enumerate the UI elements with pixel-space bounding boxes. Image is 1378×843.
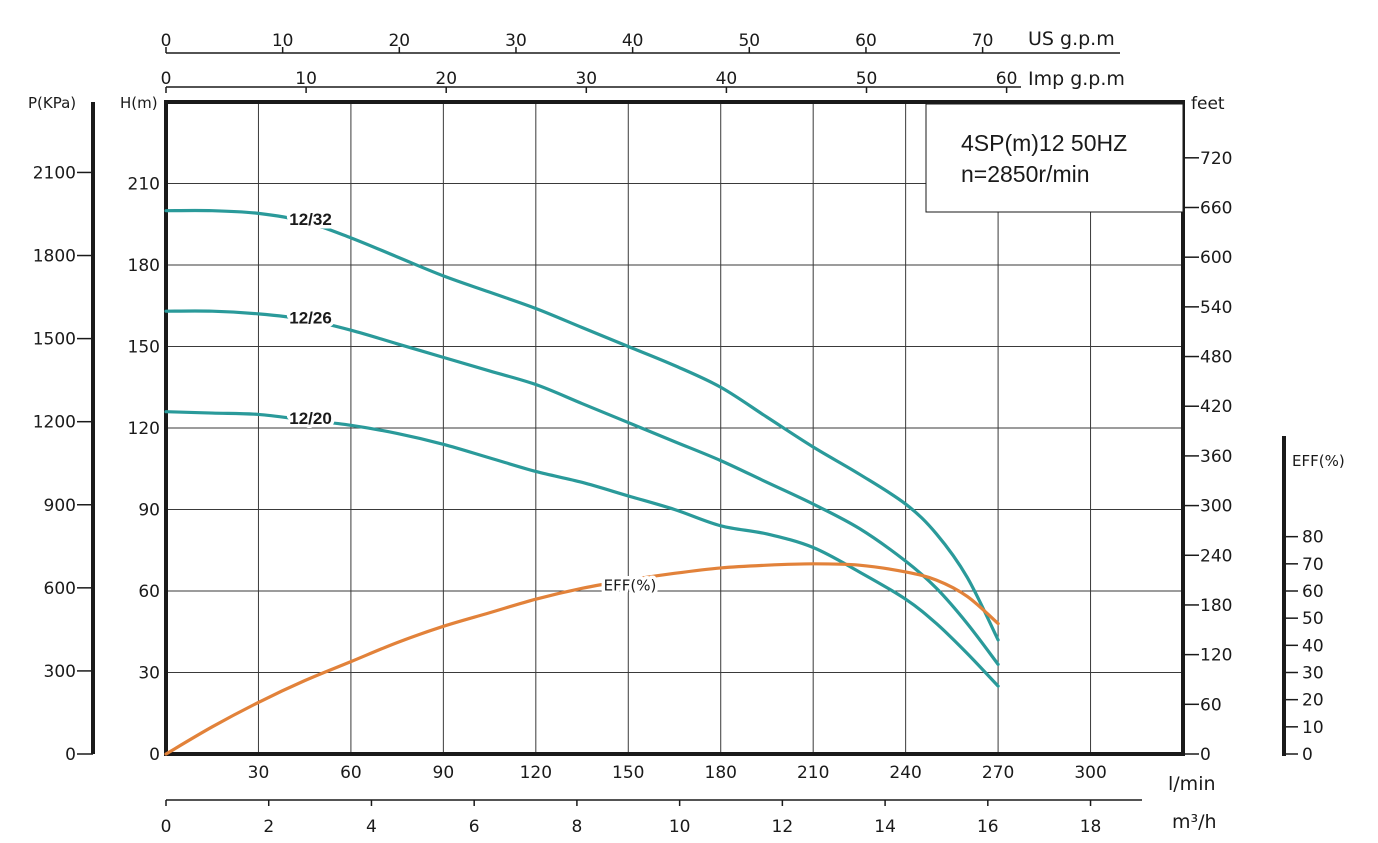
tick-label-eff: 0 <box>1302 745 1313 765</box>
tick-label-head-m: 210 <box>128 175 160 195</box>
tick-label-imp-gpm: 0 <box>161 69 172 89</box>
series-label: 12/26 <box>289 309 332 328</box>
tick-label-lmin: 210 <box>797 763 829 783</box>
tick-label-feet: 180 <box>1200 596 1232 616</box>
tick-label-pressure: 2100 <box>33 163 76 183</box>
tick-label-feet: 240 <box>1200 546 1232 566</box>
label-eff: EFF(%) <box>1292 452 1345 470</box>
tick-label-lmin: 240 <box>889 763 921 783</box>
tick-label-imp-gpm: 40 <box>716 69 738 89</box>
tick-label-feet: 360 <box>1200 447 1232 467</box>
tick-label-pressure: 1500 <box>33 330 76 350</box>
tick-label-eff: 10 <box>1302 718 1324 738</box>
tick-label-head-m: 90 <box>138 501 160 521</box>
tick-label-feet: 120 <box>1200 646 1232 666</box>
tick-label-feet: 660 <box>1200 198 1232 218</box>
tick-label-eff: 20 <box>1302 691 1324 711</box>
tick-label-us-gpm: 10 <box>272 31 294 51</box>
tick-label-feet: 540 <box>1200 298 1232 318</box>
tick-label-feet: 720 <box>1200 149 1232 169</box>
curve-1220 <box>164 410 1000 688</box>
tick-label-imp-gpm: 10 <box>295 69 317 89</box>
tick-label-m3h: 10 <box>669 817 691 837</box>
tick-label-eff: 50 <box>1302 609 1324 629</box>
tick-label-m3h: 16 <box>977 817 999 837</box>
tick-label-feet: 0 <box>1200 745 1211 765</box>
tick-label-us-gpm: 60 <box>855 31 877 51</box>
curve-1232 <box>164 208 1000 642</box>
label-imp-gpm: Imp g.p.m <box>1028 68 1125 90</box>
label-flow-lmin: l/min <box>1168 773 1216 795</box>
chart-title: 4SP(m)12 50HZ <box>961 130 1127 156</box>
tick-label-us-gpm: 20 <box>388 31 410 51</box>
tick-label-lmin: 300 <box>1074 763 1106 783</box>
tick-label-head-m: 180 <box>128 256 160 276</box>
chart-subtitle: n=2850r/min <box>961 161 1090 187</box>
tick-label-eff: 40 <box>1302 636 1324 656</box>
tick-label-imp-gpm: 20 <box>435 69 457 89</box>
series-label: EFF(%) <box>604 576 657 594</box>
tick-label-lmin: 90 <box>433 763 455 783</box>
label-us-gpm: US g.p.m <box>1028 28 1115 50</box>
tick-label-head-m: 0 <box>149 745 160 765</box>
tick-label-lmin: 270 <box>982 763 1014 783</box>
label-pressure-kpa: P(KPa) <box>28 94 76 112</box>
tick-label-pressure: 0 <box>65 745 76 765</box>
tick-label-eff: 60 <box>1302 582 1324 602</box>
tick-label-lmin: 120 <box>520 763 552 783</box>
tick-label-us-gpm: 0 <box>161 31 172 51</box>
tick-label-us-gpm: 30 <box>505 31 527 51</box>
tick-label-pressure: 1800 <box>33 247 76 267</box>
tick-label-feet: 480 <box>1200 348 1232 368</box>
plot-frame <box>164 100 1185 756</box>
tick-label-head-m: 30 <box>138 664 160 684</box>
tick-label-feet: 600 <box>1200 248 1232 268</box>
series-label: 12/20 <box>289 409 332 428</box>
tick-label-eff: 70 <box>1302 555 1324 575</box>
tick-label-head-m: 150 <box>128 338 160 358</box>
tick-label-imp-gpm: 60 <box>996 69 1018 89</box>
tick-label-us-gpm: 70 <box>972 31 994 51</box>
tick-label-lmin: 180 <box>705 763 737 783</box>
tick-label-us-gpm: 50 <box>738 31 760 51</box>
series-label: 12/32 <box>289 210 332 229</box>
tick-label-feet: 420 <box>1200 397 1232 417</box>
tick-label-m3h: 6 <box>469 817 480 837</box>
tick-label-lmin: 30 <box>248 763 270 783</box>
tick-label-lmin: 150 <box>612 763 644 783</box>
tick-label-pressure: 600 <box>44 579 76 599</box>
tick-label-m3h: 14 <box>874 817 896 837</box>
tick-label-head-m: 120 <box>128 419 160 439</box>
curves: 12/32 12/26 12/20 EFF(%) <box>164 206 1000 756</box>
tick-label-m3h: 0 <box>161 817 172 837</box>
label-flow-m3h: m³/h <box>1172 811 1217 833</box>
tick-label-m3h: 18 <box>1080 817 1102 837</box>
tick-label-feet: 300 <box>1200 497 1232 517</box>
tick-label-m3h: 8 <box>571 817 582 837</box>
label-head-m: H(m) <box>120 94 158 112</box>
label-head-feet: feet <box>1191 94 1225 114</box>
tick-label-pressure: 300 <box>44 662 76 682</box>
tick-label-pressure: 1200 <box>33 413 76 433</box>
curve-1226 <box>164 309 1000 666</box>
tick-label-feet: 60 <box>1200 695 1222 715</box>
tick-label-lmin: 60 <box>340 763 362 783</box>
info-box <box>925 103 1184 213</box>
curve-eff <box>164 562 1000 756</box>
tick-label-m3h: 12 <box>772 817 794 837</box>
tick-label-us-gpm: 40 <box>622 31 644 51</box>
tick-label-imp-gpm: 30 <box>575 69 597 89</box>
tick-label-m3h: 4 <box>366 817 377 837</box>
tick-label-eff: 30 <box>1302 664 1324 684</box>
tick-label-head-m: 60 <box>138 582 160 602</box>
tick-label-imp-gpm: 50 <box>856 69 878 89</box>
tick-label-pressure: 900 <box>44 496 76 516</box>
tick-label-eff: 80 <box>1302 528 1324 548</box>
tick-label-m3h: 2 <box>263 817 274 837</box>
